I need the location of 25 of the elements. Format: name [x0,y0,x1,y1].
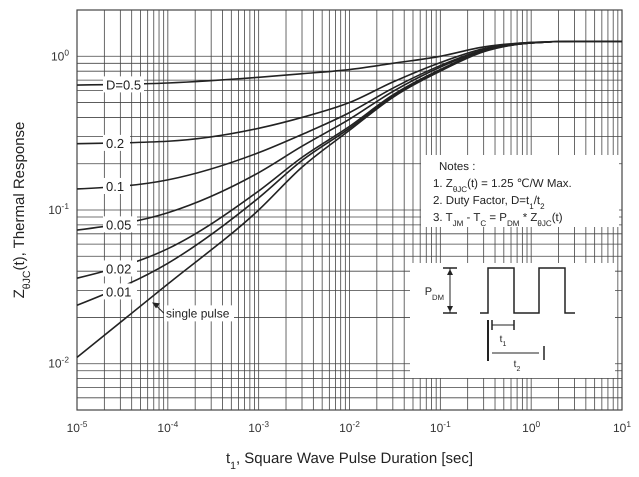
y-tick-label: 10$^{0}$ [50,47,70,64]
annotation: 2. Duty Factor, D=t$_{1}$/t$_{2}$ [433,195,546,210]
legend-label: single pulse [166,306,230,320]
x-tick-label: 10$^{-3}$ [248,419,270,435]
x-axis-title: t$_{1}$, Square Wave Pulse Duration [sec] [226,450,474,472]
series-label: 0.2 [106,136,124,151]
x-tick-label: 10$^{1}$ [612,419,632,435]
x-tick-label: 10$^{0}$ [522,419,541,435]
x-tick-label: 10$^{-2}$ [339,419,360,435]
y-tick-label: 10$^{-1}$ [48,201,70,217]
series-label: 0.05 [106,217,132,232]
x-tick-label: 10$^{-4}$ [157,419,179,435]
series-label: 0.1 [106,178,124,194]
annotation: 1. Z$_{θJC}$(t) = 1.25 ℃/W Max. [433,178,572,194]
annotation: P$_{DM}$ [424,286,444,302]
annotation: t$_{1}$ [500,334,506,348]
y-tick-label: 10$^{-2}$ [48,354,70,371]
x-tick-label: 10$^{-1}$ [430,419,452,435]
series-label: 0.01 [106,284,132,300]
annotation: t$_{2}$ [514,359,520,372]
x-tick-label: 10$^{-5}$ [66,419,88,435]
series-label: D=0.5 [106,77,142,92]
series-label: 0.02 [106,261,132,276]
annotation: Notes : [439,161,476,173]
text: 3. T$_{JM}$ - T$_{C}$ = P$_{DM}$ * Z$_{θJC}$(t) [433,212,563,228]
